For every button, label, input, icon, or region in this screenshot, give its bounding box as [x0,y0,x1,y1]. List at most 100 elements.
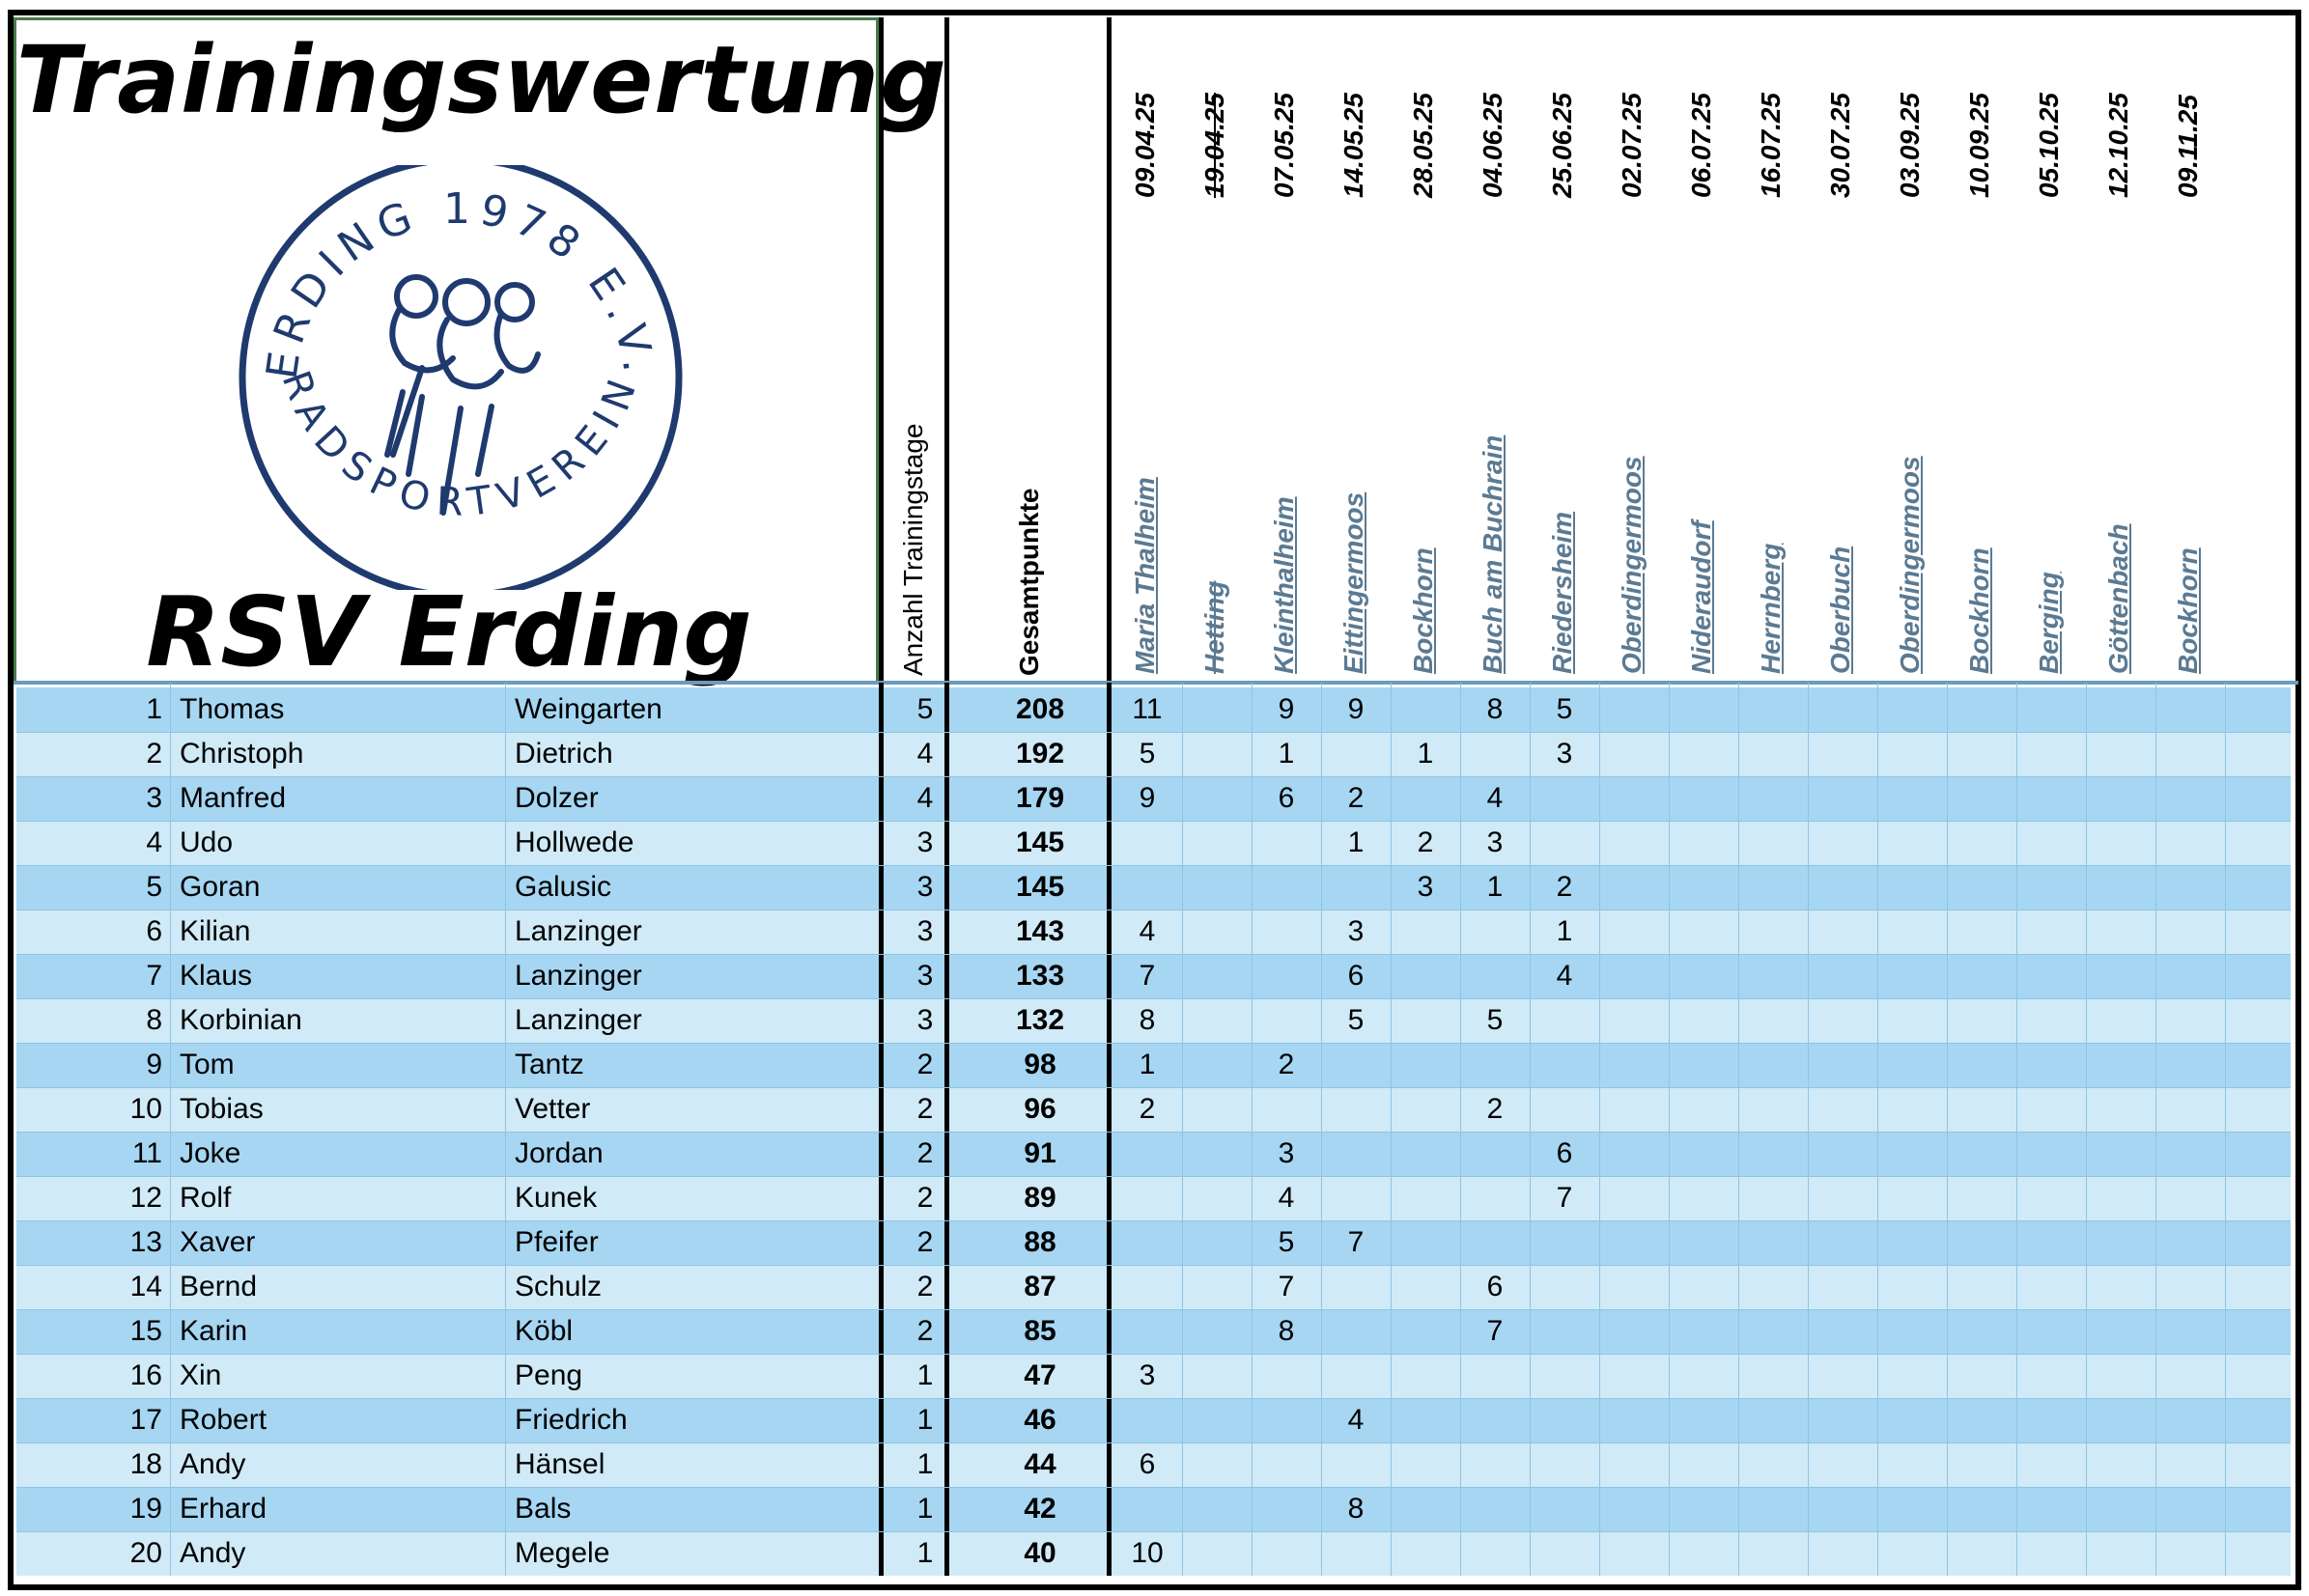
score-cell [1460,1354,1530,1398]
total-points-cell: 179 [1015,782,1065,814]
score-cell [1530,821,1599,865]
column-divider [944,683,949,1576]
score-cell [1738,910,1808,954]
event-place-link[interactable]: Oberdingermoos [1617,456,1647,674]
training-days-cell: 2 [916,1271,934,1302]
event-place-link[interactable]: Bockhorn [1408,547,1438,674]
score-cell [2086,1531,2155,1576]
score-cell [1947,998,2016,1043]
score-cell [1252,1087,1321,1132]
event-place-link[interactable]: Herrnberg [1756,543,1786,674]
score-cell [1391,1309,1460,1354]
first-name-cell: Tobias [180,1093,264,1125]
score-cell [1808,1265,1877,1309]
first-name-cell: Joke [180,1137,241,1169]
score-cell [1252,1354,1321,1398]
score-cell [1947,1487,2016,1531]
score-cell [1599,1442,1669,1487]
header-divider [879,17,884,684]
training-days-cell: 2 [916,1226,934,1258]
score-cell: 6 [1139,1448,1156,1480]
score-cell [1947,1309,2016,1354]
score-cell [1669,910,1738,954]
event-place-link[interactable]: Buch am Buchrain [1478,434,1507,674]
event-place-link[interactable]: Bockhorn [2173,547,2203,674]
score-cell: 2 [1486,1093,1504,1125]
rank-cell: 6 [146,915,162,947]
score-cell [1738,1398,1808,1442]
event-place-link[interactable]: Oberbuch [1825,546,1855,674]
score-cell [1252,1398,1321,1442]
score-cell [2086,910,2155,954]
event-place-link[interactable]: Hetting [1199,580,1229,674]
last-name-cell: Lanzinger [515,1004,642,1036]
last-name-cell: Bals [515,1493,572,1525]
score-cell: 5 [1347,1004,1365,1036]
score-cell [2155,1531,2225,1576]
training-days-cell: 4 [916,782,934,814]
event-place-link[interactable]: Oberdingermoos [1895,456,1925,674]
event-place-link[interactable]: Göttenbach [2103,523,2133,674]
score-cell [2016,1442,2086,1487]
row-separator [16,1354,2291,1355]
score-cell [1182,1531,1252,1576]
score-cell [1808,1220,1877,1265]
rank-cell: 20 [129,1537,162,1569]
score-cell [2086,1043,2155,1087]
score-cell [1947,1398,2016,1442]
score-cell [1738,1132,1808,1176]
score-cell [1252,910,1321,954]
training-days-cell: 1 [916,1493,934,1525]
score-cell [1391,1354,1460,1398]
score-cell [1321,1043,1391,1087]
score-cell [1182,954,1252,998]
score-cell [1252,1442,1321,1487]
score-cell [1182,1087,1252,1132]
training-days-cell: 3 [916,826,934,858]
total-points-cell: 208 [1015,693,1065,725]
event-place-link[interactable]: Kleinthalheim [1269,496,1299,674]
score-cell: 8 [1139,1004,1156,1036]
score-cell: 7 [1278,1271,1295,1302]
table-row: 13 Xaver Pfeifer 2 88 5 7 [16,1220,2291,1265]
rank-cell: 14 [129,1271,162,1302]
event-place-link[interactable]: Eittingermoos [1338,491,1368,674]
total-points-cell: 96 [1024,1093,1056,1125]
rank-cell: 19 [129,1493,162,1525]
score-cell [1877,1043,1947,1087]
score-cell [1877,1487,1947,1531]
event-place-link[interactable]: Bockhorn [1964,547,1994,674]
score-cell [2155,910,2225,954]
grid-line [2155,683,2156,1576]
score-cell [1669,954,1738,998]
score-cell [1877,1309,1947,1354]
column-divider [1107,683,1112,1576]
score-cell: 2 [1139,1093,1156,1125]
score-cell [1112,1487,1182,1531]
table-row: 8 Korbinian Lanzinger 3 132 8 5 5 [16,998,2291,1043]
score-cell [1530,998,1599,1043]
score-cell [1669,1398,1738,1442]
event-place-link[interactable]: Riedersheim [1547,511,1577,674]
score-cell [2016,954,2086,998]
table-row: 7 Klaus Lanzinger 3 133 7 6 4 [16,954,2291,998]
score-cell [2155,732,2225,776]
score-cell [1321,732,1391,776]
score-cell [2086,776,2155,821]
grid-line [1738,683,1739,1576]
score-cell: 1 [1486,871,1504,903]
first-name-cell: Korbinian [180,1004,302,1036]
event-place-link[interactable]: Nideraudorf [1686,520,1716,674]
rank-cell: 16 [129,1359,162,1391]
score-cell [2086,1354,2155,1398]
score-cell [2086,1087,2155,1132]
table-row: 19 Erhard Bals 1 42 8 [16,1487,2291,1531]
score-cell [1738,1220,1808,1265]
score-cell [1391,1087,1460,1132]
event-place-link[interactable]: Berging [2034,572,2064,674]
last-name-cell: Kunek [515,1182,598,1214]
event-place-link[interactable]: Maria Thalheim [1130,477,1160,674]
score-cell [1182,732,1252,776]
score-cell [1808,1132,1877,1176]
table-row: 9 Tom Tantz 2 98 1 2 [16,1043,2291,1087]
